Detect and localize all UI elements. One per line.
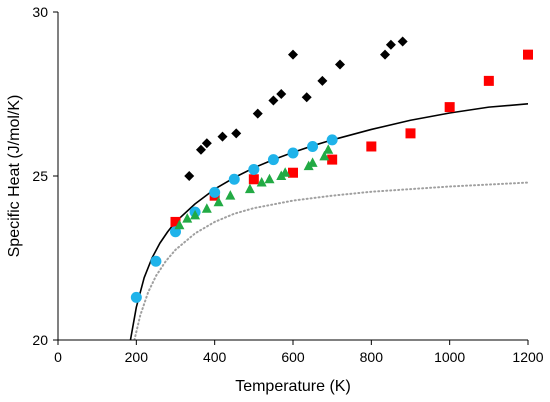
x-tick-label: 200 [125,349,149,365]
diamond-data-point [184,171,195,181]
square-data-point [170,216,181,227]
axes: 0 200 400 600 800 1000 1200 20 25 30 [32,4,543,365]
x-tick-label: 1200 [512,349,543,365]
circle-data-point [209,186,221,198]
square-data-point [366,141,377,152]
data-points [130,36,533,303]
diamond-data-point [201,138,212,149]
diamond-data-point [397,36,408,47]
x-tick-label: 0 [54,349,62,365]
diamond-data-point [268,95,279,106]
diamond-data-point [301,92,312,103]
square-data-point [523,49,533,60]
diamond-data-point [276,89,287,99]
diamond-data-point [317,75,328,86]
circle-data-point [267,154,279,166]
triangle-data-point [264,173,275,184]
square-data-point [483,75,494,86]
triangle-data-point [256,177,267,187]
y-tick-label: 20 [32,332,48,348]
triangle-data-point [244,183,255,194]
circle-data-point [287,147,299,159]
triangle-data-point [225,190,236,200]
triangle-data-point [319,150,330,161]
diamond-data-point [380,49,391,60]
circle-data-point [130,291,142,303]
x-tick-label: 600 [281,349,305,365]
y-tick-label: 30 [32,4,48,20]
diamond-data-point [252,108,263,119]
circle-data-point [150,255,162,267]
diamond-data-point [288,49,298,60]
triangle-data-point [307,157,318,167]
triangle-data-point [190,209,201,220]
y-tick-label: 25 [32,168,48,184]
circle-data-point [326,134,338,146]
fit-curves [129,103,528,340]
y-axis-title: Specific Heat (J/mol/K) [6,95,23,258]
diamond-data-point [335,59,345,70]
dotted-fit-curve [133,181,528,340]
diamond-data-point [231,128,242,139]
diamond-data-point [385,39,396,50]
triangle-data-point [182,213,193,223]
square-data-point [327,154,338,165]
square-data-point [248,174,259,185]
diamond-data-point [217,131,228,142]
x-tick-label: 1000 [434,349,465,365]
circle-data-point [228,173,240,185]
x-tick-label: 400 [203,349,227,365]
triangle-data-point [323,144,334,154]
square-data-point [405,128,416,139]
square-data-point [444,102,455,113]
triangle-data-point [174,219,185,230]
solid-fit-curve [129,103,528,340]
square-data-point [288,167,298,178]
x-tick-label: 800 [360,349,384,365]
diamond-data-point [195,144,206,155]
triangle-data-point [213,196,224,207]
triangle-data-point [201,203,212,213]
x-axis-title: Temperature (K) [235,378,351,395]
triangle-data-point [280,167,291,177]
circle-data-point [307,140,319,152]
circle-data-point [248,163,260,175]
